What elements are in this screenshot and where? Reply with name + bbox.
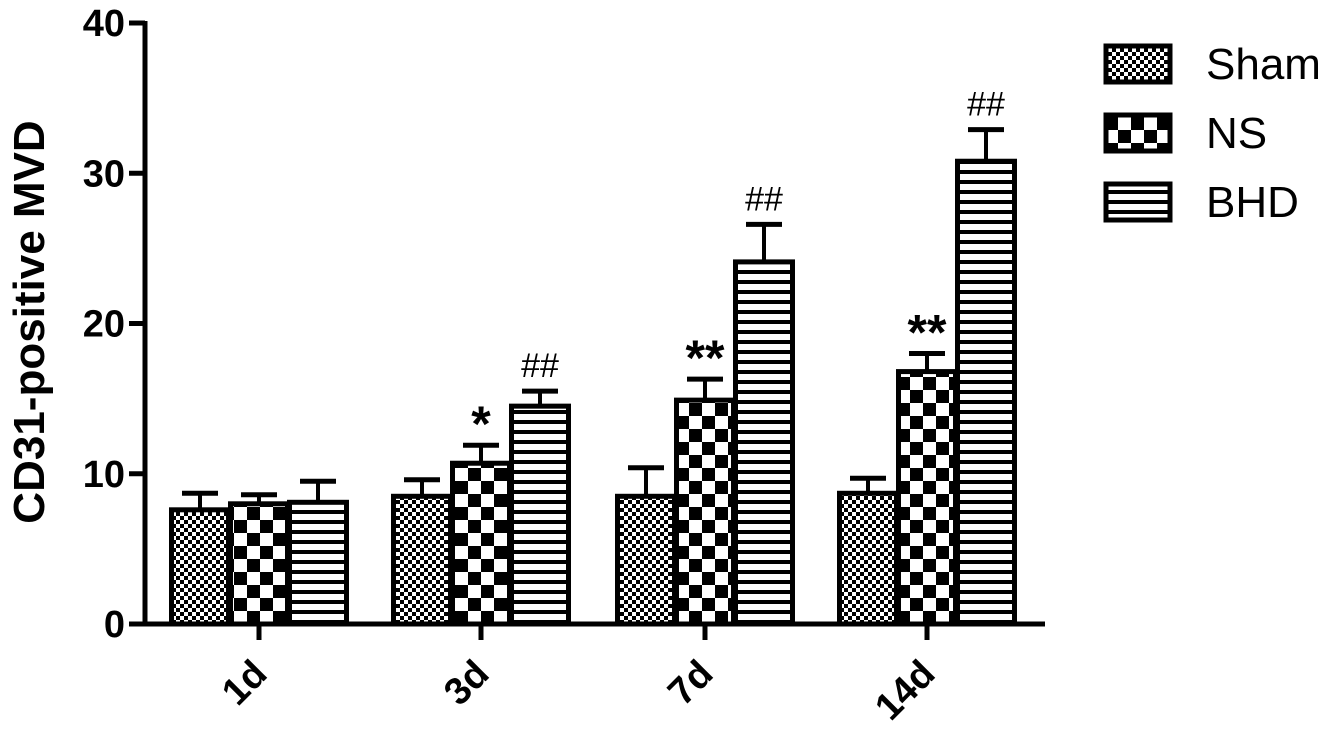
bar-sham-3d xyxy=(391,493,453,627)
y-tick-label: 30 xyxy=(83,153,125,195)
bar-ns-3d xyxy=(450,460,512,627)
legend-label-bhd: BHD xyxy=(1206,178,1299,227)
bar-ns-7d xyxy=(674,397,736,627)
bar-ns-14d xyxy=(896,369,958,627)
legend-swatch-sham xyxy=(1103,43,1173,85)
x-tick-label: 14d xyxy=(867,653,943,729)
bar-bhd-7d xyxy=(733,259,795,627)
y-axis-label: CD31-positive MVD xyxy=(5,120,54,523)
y-tick-label: 40 xyxy=(83,3,125,45)
x-tick-label: 1d xyxy=(214,653,275,714)
x-tick-label: 3d xyxy=(436,653,497,714)
legend-label-sham: Sham xyxy=(1206,40,1321,89)
legend-label-ns: NS xyxy=(1206,109,1267,158)
significance-marker: ** xyxy=(686,330,725,386)
significance-marker: ## xyxy=(521,347,559,385)
significance-marker: ## xyxy=(967,86,1005,124)
bar-bhd-1d xyxy=(287,499,349,627)
y-tick-label: 10 xyxy=(83,454,125,496)
bar-bhd-14d xyxy=(955,158,1017,627)
legend: Sham NS BHD xyxy=(1103,40,1321,227)
bar-sham-14d xyxy=(837,490,899,627)
legend-swatch-bhd xyxy=(1103,181,1173,223)
bar-sham-1d xyxy=(169,507,231,627)
significance-marker: ** xyxy=(908,305,947,361)
y-tick-label: 0 xyxy=(104,604,125,646)
bar-ns-1d xyxy=(228,501,290,627)
significance-marker: * xyxy=(471,396,491,452)
legend-swatch-ns xyxy=(1103,112,1173,154)
bar-bhd-3d xyxy=(509,403,571,627)
x-tick-label: 7d xyxy=(660,653,721,714)
y-tick-label: 20 xyxy=(83,304,125,346)
significance-marker: ## xyxy=(745,180,783,218)
bar-sham-7d xyxy=(615,493,677,627)
